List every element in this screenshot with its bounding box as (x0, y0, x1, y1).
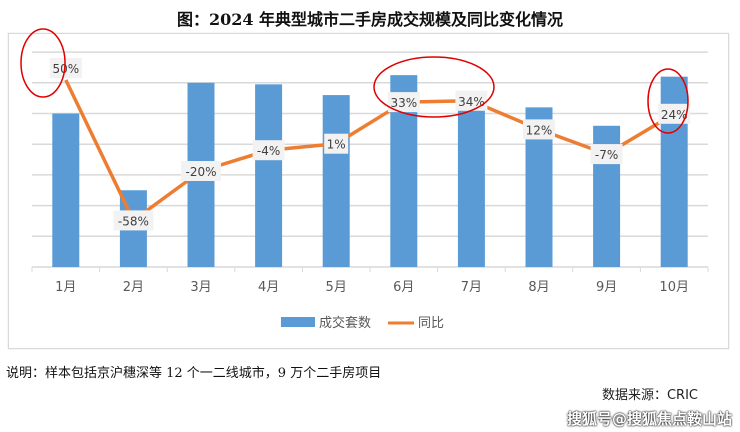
chart-frame (8, 33, 729, 349)
bar (52, 113, 80, 267)
x-tick-label: 4月 (258, 280, 279, 295)
data-label: -7% (595, 148, 618, 162)
x-tick-label: 3月 (190, 280, 211, 295)
chart-title: 图：2024 年典型城市二手房成交规模及同比变化情况 (176, 10, 564, 29)
x-tick-label: 5月 (326, 280, 347, 295)
data-label-bg (113, 210, 154, 231)
data-label: 24% (661, 108, 688, 122)
highlight-circle (20, 28, 66, 98)
yoy-line (64, 79, 676, 223)
x-tick-label: 2月 (123, 280, 144, 295)
data-label-bg (324, 133, 349, 154)
data-label: 1% (327, 138, 346, 152)
x-tick-label: 7月 (461, 280, 482, 295)
data-label: 34% (458, 95, 485, 109)
footnote: 说明：样本包括京沪穗深等 12 个一二线城市，9 万个二手房项目 (6, 366, 382, 381)
data-label: 33% (390, 96, 417, 110)
data-label-bg (658, 103, 691, 124)
data-label: 12% (526, 123, 553, 137)
combo-chart: 1月 2月 3月 4月 5月 6月 7月 8月 9月 10月 50% -58% -20% -4% 1% 33%… (20, 28, 709, 331)
bar (457, 102, 485, 267)
data-label-bg (181, 161, 221, 181)
x-tick-label: 9月 (596, 280, 617, 295)
data-label: 50% (52, 62, 79, 76)
data-label: -4% (257, 144, 280, 158)
data-label-bg (523, 119, 555, 140)
data-label: -20% (185, 165, 216, 179)
data-label: -58% (118, 214, 149, 228)
legend-label-line: 同比 (418, 316, 444, 331)
data-label-bg (590, 144, 623, 165)
highlight-circle (647, 68, 689, 134)
bar (255, 84, 283, 268)
x-tick-label: 8月 (528, 280, 549, 295)
highlight-circle (373, 56, 495, 118)
watermark: 搜狐号@搜狐焦点鞍山站 (566, 410, 732, 428)
legend-label-bar: 成交套数 (319, 315, 371, 331)
x-tick-label: 6月 (393, 280, 414, 295)
bar (322, 95, 350, 267)
legend-swatch-bar (281, 317, 315, 327)
data-source: 数据来源：CRIC (601, 388, 698, 403)
data-label-bg (252, 140, 285, 161)
data-label-bg (49, 58, 82, 78)
x-tick-label: 10月 (659, 280, 689, 295)
x-tick-label: 1月 (55, 280, 76, 295)
data-label-bg (387, 92, 420, 113)
